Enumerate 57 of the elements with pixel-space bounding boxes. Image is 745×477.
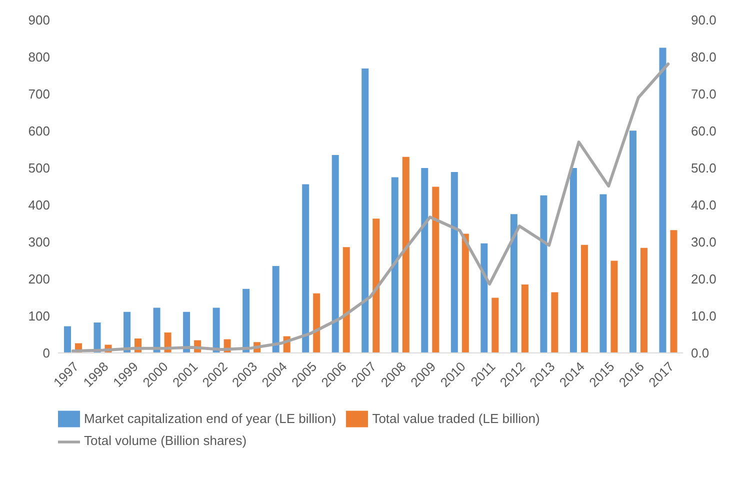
bar — [450, 172, 458, 353]
y-tick-label: 700 — [28, 86, 50, 102]
y-tick-label: 200 — [28, 272, 50, 287]
y-tick-label: 100 — [28, 308, 50, 324]
y2-tick-label: 80.0 — [691, 50, 716, 65]
bar — [342, 247, 350, 353]
legend-label: Market capitalization end of year (LE billion) — [84, 410, 336, 426]
y2-tick-label: 60.0 — [691, 124, 716, 139]
bar — [124, 312, 131, 353]
bar — [212, 308, 220, 353]
bar — [670, 230, 678, 353]
y2-tick-label: 70.0 — [691, 86, 716, 102]
bar — [462, 234, 469, 353]
bar — [362, 68, 369, 353]
bar — [510, 214, 518, 353]
bar — [242, 288, 250, 353]
bar — [600, 194, 607, 353]
y2-tick-label: 10.0 — [691, 308, 716, 324]
line-series — [71, 62, 670, 353]
y-tick-label: 500 — [28, 160, 50, 176]
bar — [521, 284, 528, 353]
bar — [64, 326, 71, 353]
bar — [492, 298, 499, 353]
bar — [659, 48, 666, 353]
y2-tick-label: 0.0 — [691, 345, 710, 360]
y2-tick-label: 20.0 — [691, 272, 716, 287]
bar — [372, 218, 380, 353]
bar — [640, 248, 648, 353]
y-tick-label: 900 — [28, 12, 50, 28]
bar — [551, 292, 558, 353]
y2-tick-label: 50.0 — [691, 160, 716, 176]
y-tick-label: 600 — [28, 124, 50, 139]
legend-label: Total value traded (LE billion) — [372, 410, 540, 426]
bar — [580, 244, 588, 353]
y-tick-label: 0 — [42, 345, 50, 360]
bar — [421, 168, 428, 353]
bar — [402, 156, 410, 353]
bar — [391, 177, 398, 353]
bar — [610, 260, 618, 353]
y-tick-label: 800 — [28, 50, 50, 65]
y2-tick-label: 40.0 — [691, 198, 716, 213]
y-tick-label: 400 — [28, 198, 50, 213]
bar — [313, 293, 320, 353]
bar — [153, 308, 160, 353]
y-tick-label: 300 — [28, 234, 50, 250]
bar — [302, 184, 310, 353]
bar — [540, 195, 548, 353]
bar — [570, 168, 577, 353]
bar — [432, 186, 440, 353]
y2-tick-label: 90.0 — [691, 12, 716, 28]
bar — [332, 155, 339, 353]
bar — [480, 243, 488, 353]
legend-label: Total volume (Billion shares) — [84, 433, 247, 448]
bar — [183, 312, 190, 353]
bar — [272, 266, 280, 353]
y2-tick-label: 30.0 — [691, 234, 716, 250]
bar — [629, 130, 636, 353]
